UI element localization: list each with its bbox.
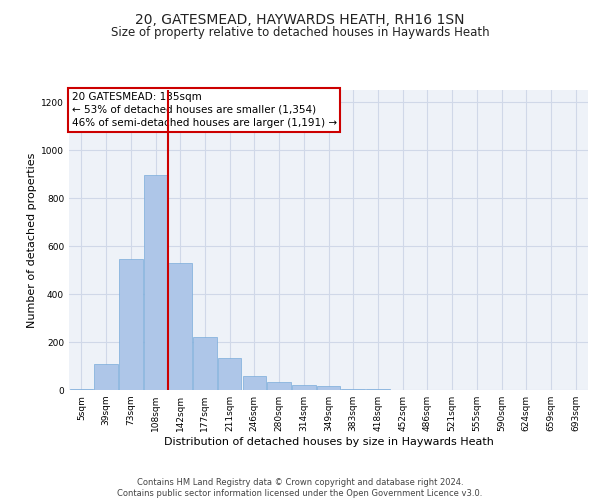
Bar bbox=[144, 175, 167, 390]
Bar bbox=[292, 385, 316, 390]
Bar bbox=[242, 376, 266, 390]
Bar bbox=[366, 389, 389, 390]
Bar bbox=[119, 259, 143, 390]
Bar bbox=[70, 389, 93, 390]
Text: Size of property relative to detached houses in Haywards Heath: Size of property relative to detached ho… bbox=[110, 26, 490, 39]
Bar bbox=[317, 386, 340, 390]
Bar bbox=[341, 389, 365, 390]
X-axis label: Distribution of detached houses by size in Haywards Heath: Distribution of detached houses by size … bbox=[164, 437, 493, 447]
Bar bbox=[193, 337, 217, 390]
Text: 20 GATESMEAD: 135sqm
← 53% of detached houses are smaller (1,354)
46% of semi-de: 20 GATESMEAD: 135sqm ← 53% of detached h… bbox=[71, 92, 337, 128]
Y-axis label: Number of detached properties: Number of detached properties bbox=[27, 152, 37, 328]
Text: Contains HM Land Registry data © Crown copyright and database right 2024.
Contai: Contains HM Land Registry data © Crown c… bbox=[118, 478, 482, 498]
Bar bbox=[169, 263, 192, 390]
Bar bbox=[94, 364, 118, 390]
Text: 20, GATESMEAD, HAYWARDS HEATH, RH16 1SN: 20, GATESMEAD, HAYWARDS HEATH, RH16 1SN bbox=[135, 12, 465, 26]
Bar bbox=[268, 382, 291, 390]
Bar bbox=[218, 358, 241, 390]
